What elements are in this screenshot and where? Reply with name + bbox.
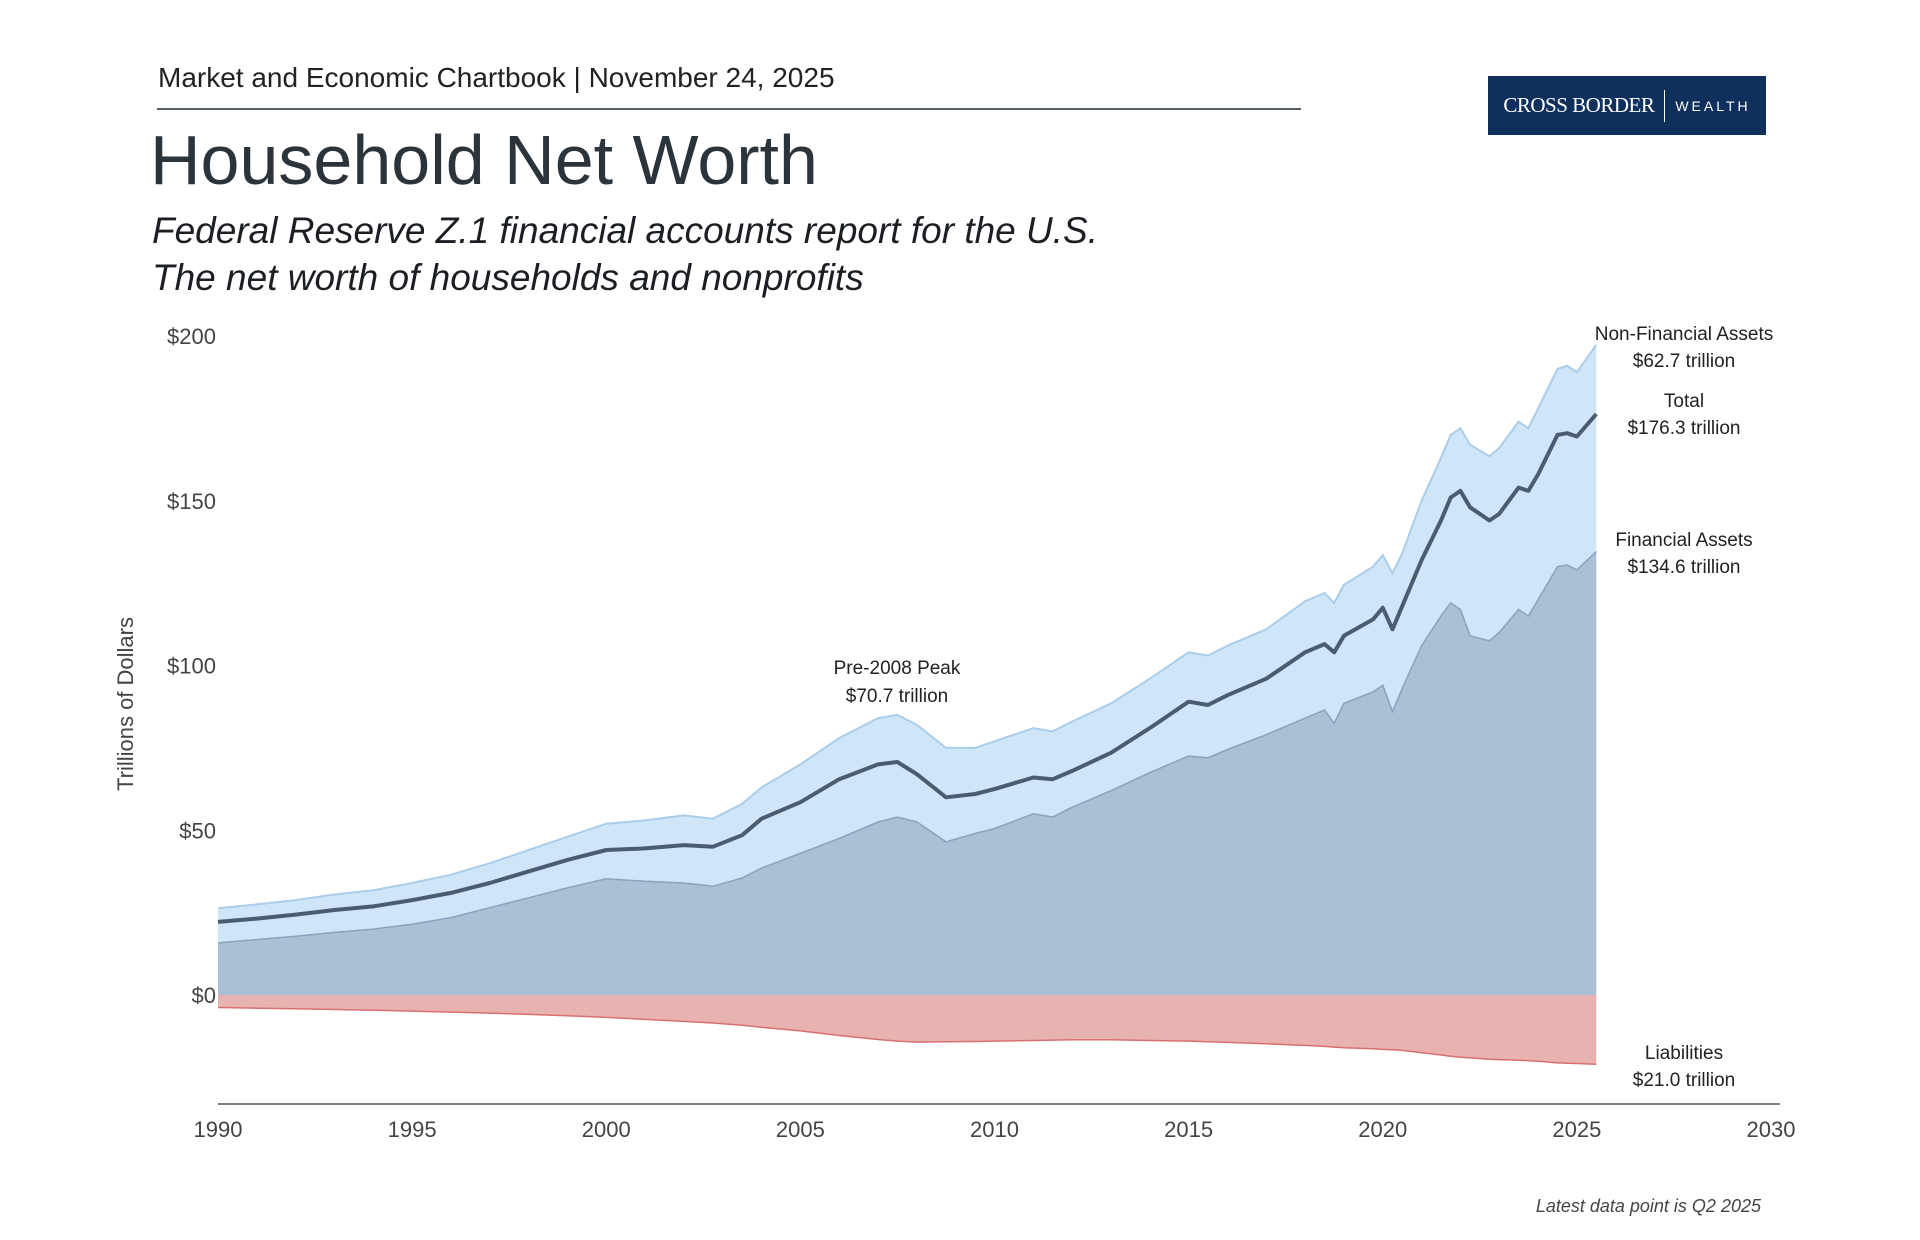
x-tick-label: 2010 bbox=[970, 1117, 1019, 1142]
financial-assets-area bbox=[218, 551, 1597, 995]
annotation-financial-label: Financial Assets bbox=[1615, 530, 1752, 551]
header-divider bbox=[157, 108, 1301, 110]
x-tick-label: 2000 bbox=[582, 1117, 631, 1142]
x-tick-label: 2025 bbox=[1552, 1117, 1601, 1142]
annotation-non-financial-value: $62.7 trillion bbox=[1633, 351, 1735, 372]
footnote: Latest data point is Q2 2025 bbox=[1535, 1196, 1761, 1216]
page-title: Household Net Worth bbox=[150, 121, 818, 199]
annotation-non-financial-label: Non-Financial Assets bbox=[1595, 324, 1773, 345]
chartbook-header: Market and Economic Chartbook | November… bbox=[158, 62, 835, 93]
y-tick-label: $200 bbox=[167, 324, 216, 349]
x-tick-label: 2020 bbox=[1358, 1117, 1407, 1142]
x-tick-label: 1990 bbox=[194, 1117, 243, 1142]
liabilities-area bbox=[218, 995, 1597, 1065]
x-tick-label: 2015 bbox=[1164, 1117, 1213, 1142]
total-net-worth-line bbox=[217, 412, 1598, 924]
subtitle-line-1: Federal Reserve Z.1 financial accounts r… bbox=[152, 210, 1098, 251]
annotation-liabilities-value: $21.0 trillion bbox=[1633, 1070, 1735, 1091]
x-tick-label: 2030 bbox=[1747, 1117, 1796, 1142]
subtitle-line-2: The net worth of households and nonprofi… bbox=[152, 257, 864, 298]
y-tick-label: $150 bbox=[167, 489, 216, 514]
liabilities-edge bbox=[217, 1006, 1597, 1065]
cross-border-wealth-logo: CROSS BORDER WEALTH bbox=[1488, 76, 1766, 135]
annotation-peak-value: $70.7 trillion bbox=[846, 686, 948, 707]
financial-assets-edge bbox=[217, 550, 1597, 944]
annotation-total-label: Total bbox=[1664, 391, 1704, 412]
x-tick-label: 2005 bbox=[776, 1117, 825, 1142]
annotation-peak-label: Pre-2008 Peak bbox=[834, 658, 961, 679]
y-tick-label: $100 bbox=[167, 654, 216, 679]
annotation-financial-value: $134.6 trillion bbox=[1627, 557, 1740, 578]
y-tick-label: $50 bbox=[179, 818, 216, 843]
logo-divider bbox=[1664, 89, 1666, 122]
logo-text-left: CROSS BORDER bbox=[1503, 93, 1655, 117]
annotation-total-value: $176.3 trillion bbox=[1627, 418, 1740, 439]
logo-text-right: WEALTH bbox=[1675, 97, 1751, 114]
y-tick-label: $0 bbox=[192, 983, 216, 1008]
annotation-liabilities-label: Liabilities bbox=[1645, 1043, 1723, 1064]
non-financial-assets-edge bbox=[217, 344, 1598, 910]
x-tick-label: 1995 bbox=[388, 1117, 437, 1142]
